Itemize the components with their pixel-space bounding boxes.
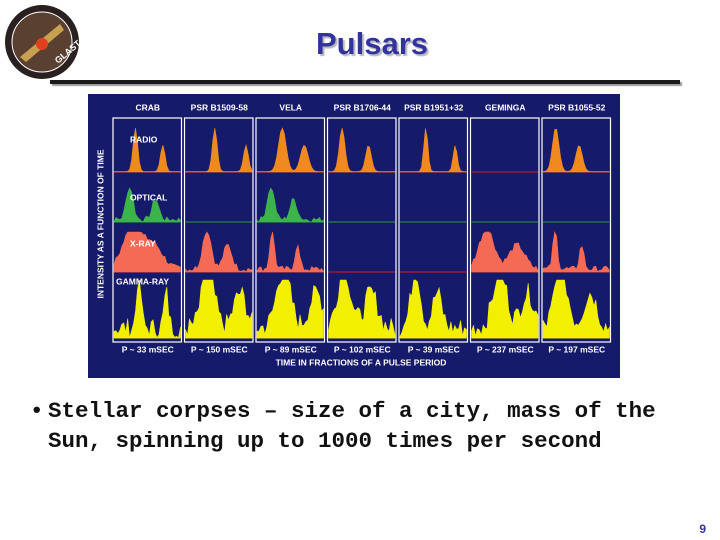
panel	[326, 117, 397, 343]
band-label: OPTICAL	[130, 192, 167, 202]
column-label: CRAB	[135, 102, 160, 112]
light-curve	[113, 187, 181, 223]
column-label: PSR B1951+32	[404, 102, 464, 112]
period-label: P ~ 150 mSEC	[191, 344, 248, 354]
light-curve	[471, 231, 539, 273]
light-curve	[256, 127, 324, 173]
logo: GLAST	[5, 5, 83, 79]
column-label: PSR B1706-44	[334, 102, 391, 112]
column-label: PSR B1055-52	[548, 102, 605, 112]
column-label: VELA	[279, 102, 302, 112]
band-label: RADIO	[130, 134, 158, 144]
light-curve	[113, 279, 181, 339]
period-label: P ~ 102 mSEC	[334, 344, 391, 354]
light-curve	[113, 127, 181, 173]
bullet: Stellar corpses – size of a city, mass o…	[30, 396, 680, 456]
logo-star	[36, 38, 48, 50]
column-label: GEMINGA	[485, 102, 526, 112]
light-curve	[185, 127, 253, 173]
period-label: P ~ 89 mSEC	[265, 344, 317, 354]
light-curve	[542, 128, 610, 173]
band-label: X-RAY	[130, 238, 156, 248]
column-label: PSR B1509-58	[191, 102, 248, 112]
light-curve	[185, 231, 253, 273]
panel	[469, 117, 540, 343]
light-curve	[328, 127, 396, 173]
light-curve	[542, 230, 610, 273]
page-number: 9	[699, 522, 706, 536]
light-curve	[328, 279, 396, 339]
light-curve	[185, 279, 253, 339]
pulsar-figure: INTENSITY AS A FUNCTION OF TIME TIME IN …	[88, 94, 620, 378]
light-curve	[399, 279, 467, 339]
period-label: P ~ 197 mSEC	[548, 344, 605, 354]
title: Pulsars	[315, 26, 428, 61]
y-axis-label: INTENSITY AS A FUNCTION OF TIME	[95, 149, 105, 298]
light-curve	[113, 231, 181, 273]
light-curve	[399, 128, 467, 173]
period-label: P ~ 39 mSEC	[408, 344, 460, 354]
light-curve	[256, 187, 324, 223]
period-label: P ~ 33 mSEC	[122, 344, 174, 354]
panel	[255, 117, 326, 343]
bullet-list: Stellar corpses – size of a city, mass o…	[30, 396, 680, 456]
light-curve	[256, 279, 324, 339]
light-curve	[542, 279, 610, 339]
light-curve	[256, 231, 324, 273]
band-label: GAMMA-RAY	[116, 276, 169, 286]
panel	[398, 117, 469, 343]
panel	[541, 117, 612, 343]
light-curve	[471, 279, 539, 339]
panel	[183, 117, 254, 343]
period-label: P ~ 237 mSEC	[477, 344, 534, 354]
title-rule	[50, 80, 680, 84]
x-axis-label: TIME IN FRACTIONS OF A PULSE PERIOD	[276, 357, 447, 367]
panel	[112, 117, 183, 343]
